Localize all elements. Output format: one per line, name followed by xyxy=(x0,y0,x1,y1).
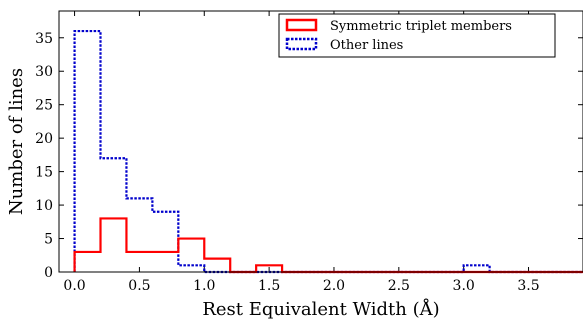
plot-frame xyxy=(58,10,583,273)
x-tick-label: 0.0 xyxy=(63,278,85,294)
tick-labels-layer: 0.0 0.5 1.0 1.5 2.0 2.5 3.0 3.5 0 5 10 15 20 25 30 35 xyxy=(35,31,539,294)
y-tick-label: 35 xyxy=(35,31,53,47)
series-layer xyxy=(73,29,583,274)
x-tick-label: 2.0 xyxy=(323,278,345,294)
legend-swatch-symmetric-triplet xyxy=(285,18,318,32)
x-tick-label: 3.5 xyxy=(517,278,539,294)
legend-label-other-lines: Other lines xyxy=(330,38,403,53)
y-tick-label: 25 xyxy=(35,98,53,114)
series-symmetric-triplet-step xyxy=(73,217,583,274)
y-tick-label: 20 xyxy=(35,131,53,147)
y-axis-label: Number of lines xyxy=(6,68,27,215)
legend-swatch-other-lines xyxy=(285,37,318,51)
legend: Symmetric triplet members Other lines xyxy=(278,13,556,58)
x-tick-label: 1.0 xyxy=(193,278,215,294)
y-tick-label: 15 xyxy=(35,165,53,181)
legend-box xyxy=(278,13,556,58)
y-tick-label: 30 xyxy=(35,64,53,80)
legend-label-symmetric-triplet: Symmetric triplet members xyxy=(330,19,512,34)
x-tick-label: 3.0 xyxy=(453,278,475,294)
y-tick-label: 5 xyxy=(44,232,53,248)
x-axis-label: Rest Equivalent Width (Å) xyxy=(202,298,439,320)
y-tick-label: 0 xyxy=(44,265,53,281)
x-tick-label: 1.5 xyxy=(258,278,280,294)
x-tick-label: 2.5 xyxy=(388,278,410,294)
y-tick-label: 10 xyxy=(35,198,53,214)
series-other-lines-step xyxy=(73,29,583,274)
x-tick-label: 0.5 xyxy=(128,278,150,294)
